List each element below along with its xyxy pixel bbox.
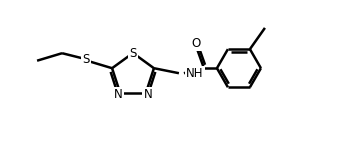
Text: N: N — [114, 88, 122, 101]
Text: O: O — [191, 37, 201, 50]
Text: S: S — [82, 53, 90, 66]
Text: NH: NH — [186, 67, 203, 80]
Text: S: S — [129, 46, 137, 60]
Text: N: N — [143, 88, 152, 101]
